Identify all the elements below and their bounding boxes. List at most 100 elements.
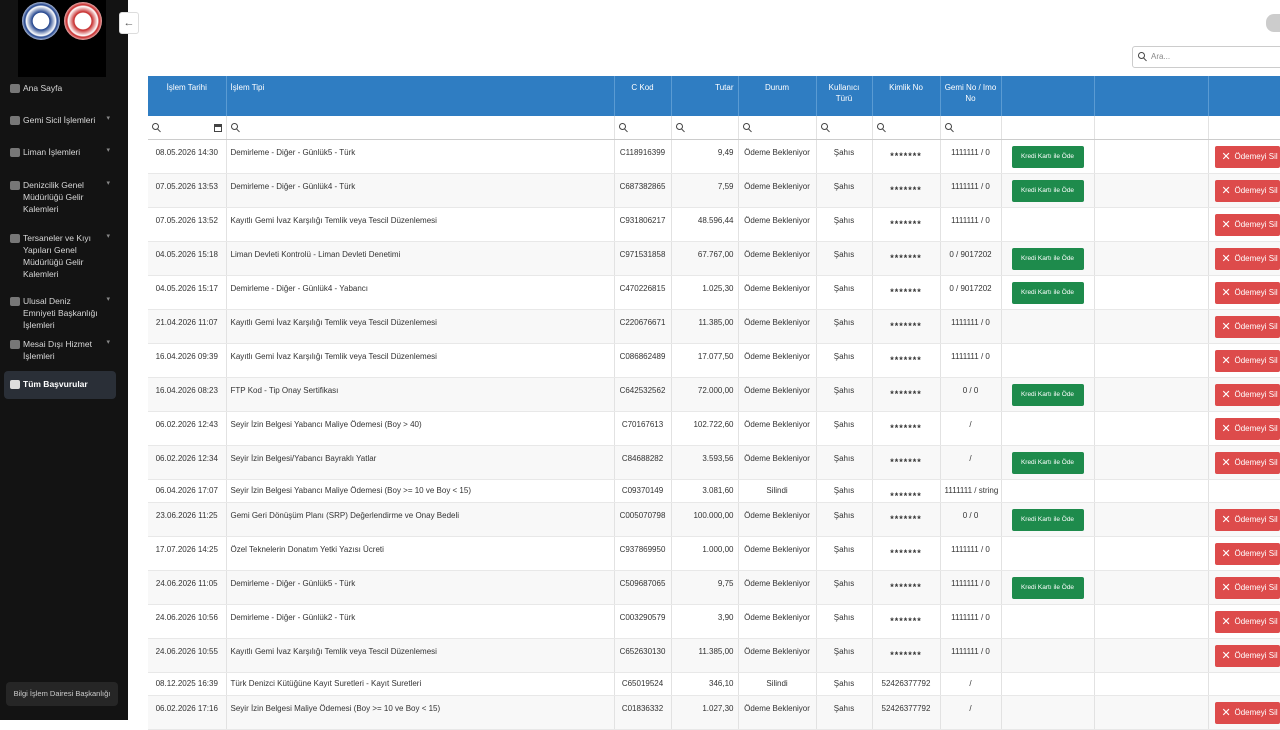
- collapse-button[interactable]: ←: [119, 12, 139, 34]
- filter-cell[interactable]: [671, 116, 739, 140]
- delete-button[interactable]: ✕ Ödemeyi Sil: [1214, 281, 1279, 304]
- table-row: 06.04.2026 17:07 Seyir İzin Belgesi Yaban…: [148, 479, 1280, 503]
- empty-cell: [1094, 139, 1209, 174]
- pay-button[interactable]: Kredi Kartı ile Öde: [1011, 508, 1084, 531]
- filter-cell: [1208, 116, 1280, 140]
- pay-button[interactable]: Kredi Kartı ile Öde: [1011, 179, 1084, 202]
- table-cell: *******: [872, 343, 941, 378]
- table-cell: *******: [872, 502, 941, 537]
- table-cell: Ödeme Bekleniyor: [738, 411, 817, 446]
- delete-button[interactable]: ✕ Ödemeyi Sil: [1214, 383, 1279, 406]
- delete-button[interactable]: ✕ Ödemeyi Sil: [1214, 179, 1279, 202]
- table-row: 06.02.2026 12:43 Seyir İzin Belgesi Yaban…: [148, 411, 1280, 446]
- delete-icon: ✕: [1221, 581, 1231, 594]
- delete-button[interactable]: ✕ Ödemeyi Sil: [1214, 451, 1279, 474]
- filter-cell: [1001, 116, 1095, 140]
- user-icon[interactable]: [1266, 14, 1280, 32]
- table-cell: 52426377792: [872, 672, 941, 696]
- delete-button[interactable]: ✕ Ödemeyi Sil: [1214, 542, 1279, 565]
- delete-button[interactable]: ✕ Ödemeyi Sil: [1214, 610, 1279, 633]
- action-cell: ✕ Ödemeyi Sil: [1208, 695, 1280, 730]
- filter-cell[interactable]: [738, 116, 817, 140]
- pay-button[interactable]: Kredi Kartı ile Öde: [1011, 247, 1084, 270]
- action-cell: ✕ Ödemeyi Sil: [1208, 377, 1280, 412]
- table-cell: *******: [872, 275, 941, 310]
- action-cell: [1001, 207, 1095, 242]
- column-header: İşlem Tipi: [226, 76, 615, 116]
- table-cell: C642532562: [614, 377, 672, 412]
- action-cell: [1001, 604, 1095, 639]
- menu-item[interactable]: Gemi Sicil İşlemleri ▾: [4, 111, 116, 129]
- pay-button[interactable]: Kredi Kartı ile Öde: [1011, 281, 1084, 304]
- menu-item[interactable]: Tersaneler ve Kıyı Yapıları Genel Müdürl…: [4, 229, 116, 283]
- delete-button[interactable]: ✕ Ödemeyi Sil: [1214, 644, 1279, 667]
- column-header: [1094, 76, 1209, 116]
- filter-cell[interactable]: [148, 116, 227, 140]
- table-cell: 23.06.2026 11:25: [148, 502, 227, 537]
- pay-button[interactable]: Kredi Kartı ile Öde: [1011, 451, 1084, 474]
- delete-button[interactable]: ✕ Ödemeyi Sil: [1214, 417, 1279, 440]
- table-cell: Şahıs: [816, 638, 873, 673]
- icon: [10, 84, 20, 93]
- table-cell: Şahıs: [816, 173, 873, 208]
- pay-button[interactable]: Kredi Kartı ile Öde: [1011, 383, 1084, 406]
- table-cell: Şahıs: [816, 207, 873, 242]
- empty-cell: [1094, 672, 1209, 696]
- table-row: 07.05.2026 13:53 Demirleme - Diğer - Günl…: [148, 173, 1280, 208]
- delete-icon: ✕: [1221, 547, 1231, 560]
- action-cell: ✕ Ödemeyi Sil: [1208, 570, 1280, 605]
- filter-cell[interactable]: [816, 116, 873, 140]
- delete-button[interactable]: ✕ Ödemeyi Sil: [1214, 576, 1279, 599]
- table-cell: Demirleme - Diğer - Günlük2 - Türk: [226, 604, 615, 639]
- empty-cell: [1094, 275, 1209, 310]
- delete-label: Ödemeyi Sil: [1234, 389, 1278, 399]
- menu-item[interactable]: Mesai Dışı Hizmet İşlemleri ▾: [4, 335, 116, 365]
- menu-item[interactable]: Tüm Başvurular: [4, 371, 116, 399]
- table-cell: C09370149: [614, 479, 672, 503]
- action-cell: ✕ Ödemeyi Sil: [1208, 638, 1280, 673]
- table-row: 06.02.2026 17:16 Seyir İzin Belgesi Maliy…: [148, 695, 1280, 730]
- table-cell: 1111111 / 0: [940, 570, 1002, 605]
- table-cell: 67.767,00: [671, 241, 739, 276]
- menu-item[interactable]: Ana Sayfa: [4, 79, 116, 97]
- action-cell: [1001, 536, 1095, 571]
- table-cell: 1111111 / 0: [940, 173, 1002, 208]
- chevron: ▾: [106, 233, 110, 240]
- filter-cell[interactable]: [872, 116, 941, 140]
- empty-cell: [1094, 570, 1209, 605]
- filter-cell[interactable]: [226, 116, 615, 140]
- filter-cell[interactable]: [614, 116, 672, 140]
- menu-item[interactable]: Denizcilik Genel Müdürlüğü Gelir Kalemle…: [4, 176, 116, 218]
- delete-button[interactable]: ✕ Ödemeyi Sil: [1214, 213, 1279, 236]
- table-cell: 0 / 9017202: [940, 241, 1002, 276]
- table-cell: 11.385,00: [671, 309, 739, 344]
- table-cell: 04.05.2026 15:18: [148, 241, 227, 276]
- delete-button[interactable]: ✕ Ödemeyi Sil: [1214, 701, 1279, 724]
- filter-cell[interactable]: [940, 116, 1002, 140]
- menu-label: Mesai Dışı Hizmet İşlemleri: [23, 339, 92, 361]
- delete-button[interactable]: ✕ Ödemeyi Sil: [1214, 315, 1279, 338]
- pay-button[interactable]: Kredi Kartı ile Öde: [1011, 145, 1084, 168]
- delete-button[interactable]: ✕ Ödemeyi Sil: [1214, 349, 1279, 372]
- action-cell: [1001, 672, 1095, 696]
- delete-button[interactable]: ✕ Ödemeyi Sil: [1214, 145, 1279, 168]
- delete-label: Ödemeyi Sil: [1234, 616, 1278, 626]
- table-cell: 04.05.2026 15:17: [148, 275, 227, 310]
- pay-button[interactable]: Kredi Kartı ile Öde: [1011, 576, 1084, 599]
- empty-cell: [1094, 241, 1209, 276]
- action-cell: [1208, 672, 1280, 696]
- table-cell: Şahıs: [816, 139, 873, 174]
- delete-button[interactable]: ✕ Ödemeyi Sil: [1214, 247, 1279, 270]
- menu-item[interactable]: Ulusal Deniz Emniyeti Başkanlığı İşlemle…: [4, 292, 116, 334]
- table-cell: Şahıs: [816, 672, 873, 696]
- sidebar-footer[interactable]: Bilgi İşlem Dairesi Başkanlığı: [6, 682, 118, 706]
- table-cell: 52426377792: [872, 695, 941, 730]
- table-cell: Ödeme Bekleniyor: [738, 445, 817, 480]
- action-cell: Kredi Kartı ile Öde: [1001, 173, 1095, 208]
- table-cell: /: [940, 411, 1002, 446]
- logo: [64, 2, 102, 40]
- menu-item[interactable]: Liman İşlemleri ▾: [4, 143, 116, 161]
- table-cell: 16.04.2026 08:23: [148, 377, 227, 412]
- search-box[interactable]: Ara...: [1132, 46, 1280, 68]
- delete-button[interactable]: ✕ Ödemeyi Sil: [1214, 508, 1279, 531]
